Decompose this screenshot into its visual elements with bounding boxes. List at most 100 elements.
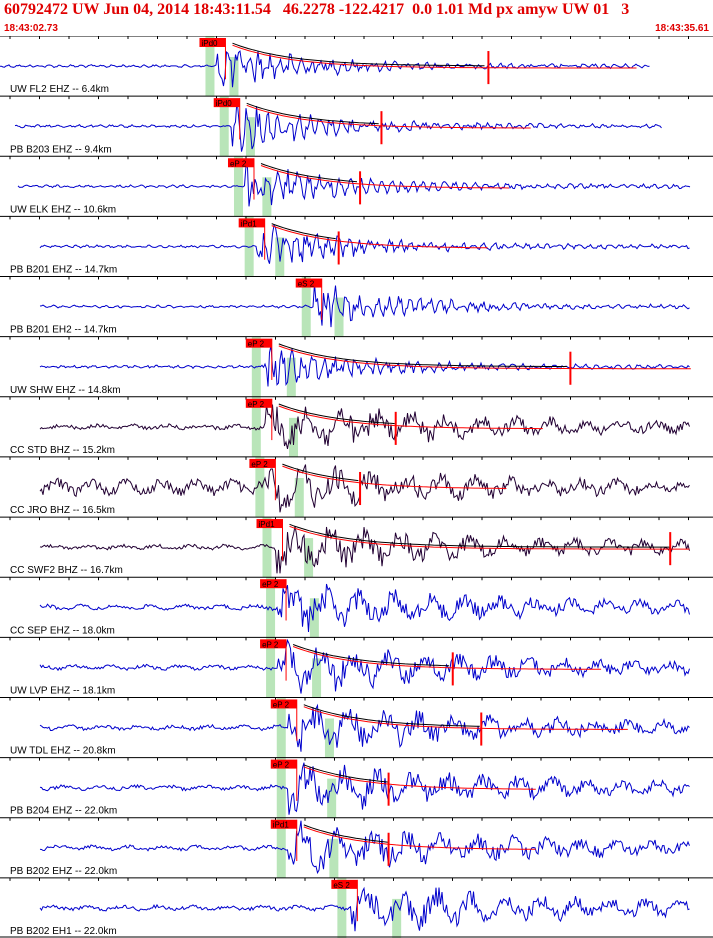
station-label: UW FL2 EHZ -- 6.4km	[10, 84, 109, 95]
p-window-band	[244, 216, 254, 277]
pick-box	[270, 819, 297, 829]
waveform-trace	[17, 164, 691, 207]
waveform-trace	[39, 345, 690, 387]
coda-fit-line	[232, 44, 637, 69]
p-window-band	[276, 697, 286, 758]
coda-fit-line	[289, 525, 690, 550]
waveform-trace	[39, 703, 690, 752]
pick-label: eS 2	[298, 280, 315, 289]
waveform-trace	[39, 583, 690, 633]
coda-fit-line	[278, 405, 543, 430]
coda-curve	[292, 644, 450, 667]
waveform-trace	[39, 283, 690, 328]
station-label: CC SEP EHZ -- 18.0km	[10, 625, 115, 636]
pick-box	[199, 38, 226, 47]
waveform-trace	[39, 762, 690, 815]
s-window-band	[309, 598, 319, 638]
pick-label: iPd1	[241, 219, 258, 228]
pick-label: iPd1	[259, 520, 276, 529]
pick-label: eP 2	[262, 640, 279, 649]
pick-box	[227, 158, 254, 168]
pick-label: eP 2	[248, 400, 265, 409]
station-label: UW LVP EHZ -- 18.1km	[10, 685, 115, 696]
s-window-band	[329, 838, 339, 878]
coda-curve	[303, 704, 480, 727]
coda-curve	[232, 42, 485, 67]
pick-label: eS 2	[333, 881, 350, 890]
pick-label: eP 2	[230, 159, 247, 168]
coda-curve	[271, 223, 336, 240]
station-label: UW ELK EHZ -- 10.6km	[10, 204, 116, 215]
waveform-trace	[39, 886, 690, 932]
time-start-label: 18:43:02.73	[4, 23, 58, 34]
s-window-band	[286, 357, 296, 397]
pick-box	[295, 278, 322, 288]
pick-box	[245, 338, 272, 348]
coda-fit-line	[260, 165, 510, 189]
waveform-trace	[39, 526, 690, 574]
pick-box	[249, 458, 276, 468]
s-window-band	[324, 718, 334, 758]
p-window-band	[255, 456, 265, 518]
s-window-band	[294, 477, 304, 518]
s-window-band	[262, 177, 272, 217]
coda-fit-line	[303, 766, 536, 790]
coda-fit-line	[303, 706, 628, 730]
header: 60792472 UW Jun 04, 2014 18:43:11.54 46.…	[0, 0, 713, 36]
pick-box	[260, 639, 287, 649]
waveform-trace	[39, 404, 690, 450]
pick-box	[331, 879, 358, 889]
s-window-band	[245, 117, 255, 157]
coda-fit-line	[303, 826, 536, 850]
station-label: UW TDL EHZ -- 20.8km	[10, 746, 116, 757]
p-window-band	[276, 817, 286, 878]
pick-label: eP 2	[273, 761, 290, 770]
station-label: UW SHW EHZ -- 14.8km	[10, 385, 121, 396]
station-label: PB B204 EHZ -- 22.0km	[10, 806, 117, 817]
p-window-band	[266, 637, 276, 698]
station-label: PB B202 EH1 -- 22.0km	[10, 926, 117, 937]
coda-curve	[282, 463, 359, 482]
time-end-label: 18:43:35.61	[655, 23, 709, 34]
p-window-band	[262, 517, 272, 578]
coda-curve	[289, 523, 670, 548]
station-label: PB B202 EHZ -- 22.0km	[10, 866, 117, 877]
pick-box	[238, 218, 265, 228]
s-window-band	[312, 658, 322, 698]
station-label: CC SWF2 BHZ -- 16.7km	[10, 565, 123, 576]
waveform-trace	[39, 820, 690, 875]
station-label: PB B201 EH2 -- 14.7km	[10, 325, 117, 336]
station-label: PB B201 EHZ -- 14.7km	[10, 265, 117, 276]
coda-curve	[303, 764, 388, 783]
coda-fit-line	[271, 225, 488, 249]
station-label: CC JRO BHZ -- 16.5km	[10, 505, 115, 516]
waveform-trace	[14, 99, 662, 152]
waveform-trace	[39, 638, 690, 694]
coda-curve	[278, 343, 567, 367]
s-window-band	[289, 417, 299, 457]
s-window-band	[327, 778, 337, 818]
p-window-band	[276, 757, 286, 818]
pick-box	[270, 759, 297, 769]
pick-label: iPd1	[273, 821, 290, 830]
pick-label: iPd0	[216, 99, 233, 108]
p-window-band	[301, 276, 311, 337]
pick-box	[256, 519, 283, 529]
s-window-band	[334, 297, 344, 337]
waveform-trace	[39, 464, 690, 513]
coda-curve	[260, 163, 358, 183]
coda-fit-line	[282, 465, 507, 489]
pick-label: eP 2	[273, 700, 290, 709]
pick-box	[260, 579, 287, 589]
pick-label: iPd0	[201, 39, 218, 48]
pick-label: eP 2	[251, 460, 268, 469]
s-window-band	[304, 538, 314, 578]
coda-curve	[246, 102, 379, 125]
p-window-band	[251, 396, 261, 457]
pick-label: eP 2	[248, 340, 265, 349]
seismogram-panel: iPd0 UW FL2 EHZ -- 6.4km iPd0 PB B203 EHZ -…	[0, 36, 713, 938]
pick-box	[213, 98, 240, 108]
event-title: 60792472 UW Jun 04, 2014 18:43:11.54 46.…	[4, 1, 630, 18]
pick-box	[245, 398, 272, 408]
station-label: CC STD BHZ -- 15.2km	[10, 445, 115, 456]
